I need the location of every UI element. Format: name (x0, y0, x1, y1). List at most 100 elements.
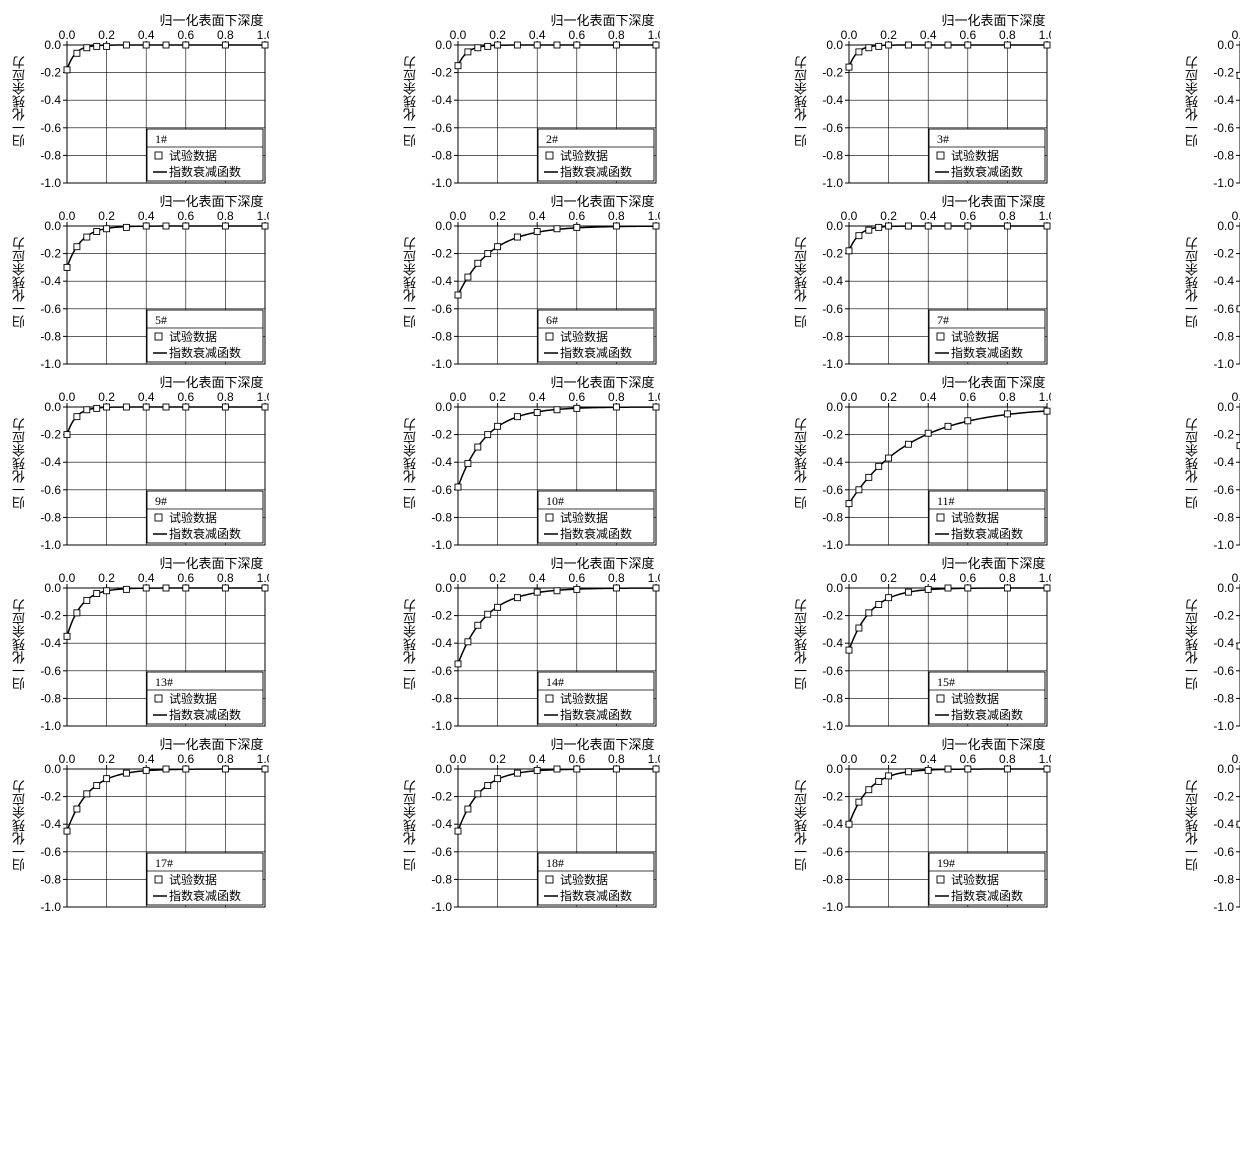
data-marker (74, 50, 80, 56)
svg-text:-0.2: -0.2 (431, 247, 452, 261)
svg-text:-0.6: -0.6 (1213, 845, 1234, 859)
svg-text:-0.6: -0.6 (431, 664, 452, 678)
legend-fit-label: 指数衰减函数 (169, 888, 241, 903)
svg-text:-0.2: -0.2 (822, 609, 843, 623)
y-axis-title: 归一化残余应力 (1183, 780, 1202, 885)
svg-text:0.8: 0.8 (217, 572, 234, 585)
data-marker (945, 223, 951, 229)
data-marker (1004, 585, 1010, 591)
plot-area: 0.00.20.40.60.81.00.0-0.2-0.4-0.6-0.8-1.… (813, 29, 1051, 187)
svg-text:-0.2: -0.2 (1213, 66, 1234, 80)
data-marker (465, 274, 471, 280)
data-marker (905, 769, 911, 775)
svg-text:0.8: 0.8 (999, 753, 1016, 766)
svg-text:-1.0: -1.0 (1213, 176, 1234, 187)
legend-data-label: 试验数据 (560, 872, 608, 887)
svg-text:0.4: 0.4 (529, 572, 546, 585)
data-marker (123, 42, 129, 48)
data-marker (64, 67, 70, 73)
data-marker (84, 407, 90, 413)
data-marker (846, 647, 852, 653)
svg-text:0.8: 0.8 (608, 29, 625, 42)
svg-text:-0.4: -0.4 (1213, 817, 1234, 831)
data-marker (534, 410, 540, 416)
chart-panel: 归一化表面下深度归一化残余应力0.00.20.40.60.81.00.0-0.2… (401, 372, 774, 549)
x-axis-title: 归一化表面下深度 (822, 372, 1165, 391)
plot-area: 0.00.20.40.60.81.00.0-0.2-0.4-0.6-0.8-1.… (422, 572, 660, 730)
data-marker (653, 585, 659, 591)
legend-data-label: 试验数据 (951, 872, 999, 887)
panel-id-label: 18# (546, 856, 564, 870)
data-marker (222, 404, 228, 410)
svg-text:-1.0: -1.0 (822, 176, 843, 187)
plot-area: 0.00.20.40.60.81.00.0-0.2-0.4-0.6-0.8-1.… (31, 572, 269, 730)
x-axis-title: 归一化表面下深度 (1213, 553, 1240, 572)
svg-text:-1.0: -1.0 (822, 719, 843, 730)
svg-text:1.0: 1.0 (1039, 210, 1051, 223)
svg-text:0.0: 0.0 (1217, 762, 1234, 776)
svg-text:0.8: 0.8 (217, 391, 234, 404)
data-marker (925, 767, 931, 773)
svg-text:-0.4: -0.4 (1213, 93, 1234, 107)
svg-text:0.0: 0.0 (1217, 581, 1234, 595)
svg-text:0.0: 0.0 (435, 762, 452, 776)
svg-text:-1.0: -1.0 (40, 357, 61, 368)
svg-text:-1.0: -1.0 (1213, 357, 1234, 368)
data-marker (613, 404, 619, 410)
plot-area: 0.00.20.40.60.81.00.0-0.2-0.4-0.6-0.8-1.… (1204, 753, 1240, 911)
svg-text:0.4: 0.4 (138, 391, 155, 404)
data-marker (534, 767, 540, 773)
svg-text:0.2: 0.2 (880, 29, 897, 42)
svg-text:0.8: 0.8 (608, 210, 625, 223)
legend-data-label: 试验数据 (951, 148, 999, 163)
y-axis-title: 归一化残余应力 (10, 237, 29, 342)
svg-text:1.0: 1.0 (257, 29, 269, 42)
data-marker (876, 463, 882, 469)
svg-text:1.0: 1.0 (648, 572, 660, 585)
data-marker (866, 610, 872, 616)
svg-text:0.4: 0.4 (529, 391, 546, 404)
svg-text:0.8: 0.8 (217, 210, 234, 223)
data-marker (925, 586, 931, 592)
chart-panel: 归一化表面下深度归一化残余应力0.00.20.40.60.81.00.0-0.2… (10, 372, 383, 549)
data-marker (262, 766, 268, 772)
data-marker (475, 622, 481, 628)
panel-id-label: 17# (155, 856, 173, 870)
svg-text:-1.0: -1.0 (431, 357, 452, 368)
plot-area: 0.00.20.40.60.81.00.0-0.2-0.4-0.6-0.8-1.… (1204, 29, 1240, 187)
legend-data-label: 试验数据 (169, 329, 217, 344)
plot-area: 0.00.20.40.60.81.00.0-0.2-0.4-0.6-0.8-1.… (422, 753, 660, 911)
svg-text:-0.4: -0.4 (431, 636, 452, 650)
svg-text:-0.4: -0.4 (431, 817, 452, 831)
chart-panel: 归一化表面下深度归一化残余应力0.00.20.40.60.81.00.0-0.2… (401, 734, 774, 911)
data-marker (262, 404, 268, 410)
svg-text:0.6: 0.6 (959, 753, 976, 766)
data-marker (143, 767, 149, 773)
data-marker (905, 441, 911, 447)
data-marker (495, 776, 501, 782)
svg-text:0.8: 0.8 (999, 29, 1016, 42)
svg-text:-0.6: -0.6 (822, 845, 843, 859)
data-marker (945, 766, 951, 772)
panel-id-label: 10# (546, 494, 564, 508)
data-marker (554, 226, 560, 232)
svg-text:0.0: 0.0 (435, 219, 452, 233)
svg-text:-0.6: -0.6 (40, 664, 61, 678)
svg-text:-0.2: -0.2 (431, 609, 452, 623)
svg-text:-0.2: -0.2 (822, 247, 843, 261)
legend-data-label: 试验数据 (560, 148, 608, 163)
data-marker (846, 248, 852, 254)
svg-text:0.0: 0.0 (450, 572, 467, 585)
svg-text:0.0: 0.0 (841, 572, 858, 585)
data-marker (1044, 585, 1050, 591)
svg-text:0.6: 0.6 (177, 572, 194, 585)
legend-data-label: 试验数据 (560, 510, 608, 525)
svg-text:0.0: 0.0 (826, 400, 843, 414)
svg-text:1.0: 1.0 (648, 391, 660, 404)
svg-text:0.6: 0.6 (177, 29, 194, 42)
svg-text:1.0: 1.0 (1039, 391, 1051, 404)
data-marker (653, 223, 659, 229)
data-marker (866, 474, 872, 480)
data-marker (856, 233, 862, 239)
plot-area: 0.00.20.40.60.81.00.0-0.2-0.4-0.6-0.8-1.… (813, 753, 1051, 911)
